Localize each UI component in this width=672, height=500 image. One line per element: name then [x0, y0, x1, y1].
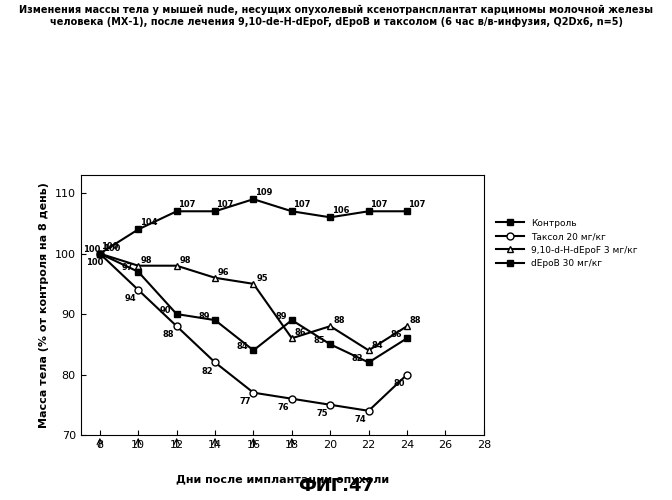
Text: 100: 100	[101, 242, 118, 252]
Text: ФИГ.47: ФИГ.47	[298, 477, 374, 495]
Text: 88: 88	[333, 316, 345, 326]
Text: 89: 89	[198, 312, 210, 320]
9,10-d-H-dEpoF 3 мг/кг	[249, 281, 257, 287]
Контроль	[288, 208, 296, 214]
Контроль	[211, 208, 219, 214]
Text: 85: 85	[314, 336, 325, 345]
Контроль	[134, 226, 142, 232]
Text: 107: 107	[370, 200, 387, 209]
Text: 74: 74	[355, 415, 366, 424]
9,10-d-H-dEpoF 3 мг/кг	[96, 250, 104, 256]
9,10-d-H-dEpoF 3 мг/кг	[211, 275, 219, 281]
Text: 107: 107	[178, 200, 196, 209]
Text: 88: 88	[163, 330, 174, 340]
Legend: Контроль, Таксол 20 мг/кг, 9,10-d-H-dEpoF 3 мг/кг, dEpoB 30 мг/кг: Контроль, Таксол 20 мг/кг, 9,10-d-H-dEpo…	[497, 218, 637, 268]
9,10-d-H-dEpoF 3 мг/кг	[134, 262, 142, 268]
Таксол 20 мг/кг	[134, 287, 142, 293]
Text: 75: 75	[317, 409, 328, 418]
Line: dEpoB 30 мг/кг: dEpoB 30 мг/кг	[97, 251, 410, 365]
Text: 100: 100	[86, 258, 103, 266]
Text: 90: 90	[160, 306, 171, 314]
Y-axis label: Масса тела (% от контроля на 8 день): Масса тела (% от контроля на 8 день)	[39, 182, 49, 428]
Line: Таксол 20 мг/кг: Таксол 20 мг/кг	[96, 250, 411, 414]
Таксол 20 мг/кг	[211, 360, 219, 366]
Text: 95: 95	[256, 274, 268, 283]
Text: 77: 77	[239, 397, 251, 406]
Контроль	[326, 214, 334, 220]
Text: Изменения массы тела у мышей nude, несущих опухолевый ксенотрансплантат карцином: Изменения массы тела у мышей nude, несущ…	[19, 5, 653, 26]
Text: 94: 94	[124, 294, 136, 303]
Text: 96: 96	[218, 268, 229, 277]
Text: 89: 89	[275, 312, 287, 320]
9,10-d-H-dEpoF 3 мг/кг	[365, 348, 373, 354]
dEpoB 30 мг/кг	[288, 317, 296, 323]
Контроль	[403, 208, 411, 214]
dEpoB 30 мг/кг	[173, 311, 181, 317]
Text: 98: 98	[179, 256, 191, 265]
Text: 107: 107	[216, 200, 234, 209]
Text: 100: 100	[83, 245, 101, 254]
9,10-d-H-dEpoF 3 мг/кг	[326, 323, 334, 329]
X-axis label: Дни после имплантации опухоли: Дни после имплантации опухоли	[175, 475, 389, 485]
Таксол 20 мг/кг	[365, 408, 373, 414]
dEpoB 30 мг/кг	[96, 250, 104, 256]
Таксол 20 мг/кг	[326, 402, 334, 408]
Таксол 20 мг/кг	[249, 390, 257, 396]
dEpoB 30 мг/кг	[326, 342, 334, 347]
Text: 106: 106	[331, 206, 349, 215]
dEpoB 30 мг/кг	[365, 360, 373, 366]
Text: 84: 84	[372, 340, 383, 349]
9,10-d-H-dEpoF 3 мг/кг	[288, 336, 296, 342]
Text: 97: 97	[122, 264, 133, 272]
Text: 84: 84	[237, 342, 249, 351]
Text: 104: 104	[140, 218, 157, 228]
Text: 109: 109	[255, 188, 272, 197]
dEpoB 30 мг/кг	[249, 348, 257, 354]
Text: 82: 82	[201, 366, 213, 376]
dEpoB 30 мг/кг	[134, 268, 142, 274]
dEpoB 30 мг/кг	[211, 317, 219, 323]
Line: Контроль: Контроль	[97, 196, 410, 256]
Таксол 20 мг/кг	[288, 396, 296, 402]
Text: 98: 98	[141, 256, 153, 265]
Контроль	[365, 208, 373, 214]
Контроль	[96, 250, 104, 256]
Контроль	[173, 208, 181, 214]
Text: 82: 82	[352, 354, 364, 363]
Text: 100: 100	[103, 244, 120, 253]
Line: 9,10-d-H-dEpoF 3 мг/кг: 9,10-d-H-dEpoF 3 мг/кг	[96, 250, 411, 354]
Text: 76: 76	[278, 403, 290, 412]
Text: 80: 80	[393, 378, 405, 388]
dEpoB 30 мг/кг	[403, 336, 411, 342]
Text: 107: 107	[409, 200, 426, 209]
9,10-d-H-dEpoF 3 мг/кг	[173, 262, 181, 268]
9,10-d-H-dEpoF 3 мг/кг	[403, 323, 411, 329]
Text: 88: 88	[410, 316, 421, 326]
Таксол 20 мг/кг	[173, 323, 181, 329]
Таксол 20 мг/кг	[403, 372, 411, 378]
Text: 86: 86	[390, 330, 402, 339]
Text: 107: 107	[293, 200, 310, 209]
Text: 86: 86	[294, 328, 306, 338]
Контроль	[249, 196, 257, 202]
Таксол 20 мг/кг	[96, 250, 104, 256]
